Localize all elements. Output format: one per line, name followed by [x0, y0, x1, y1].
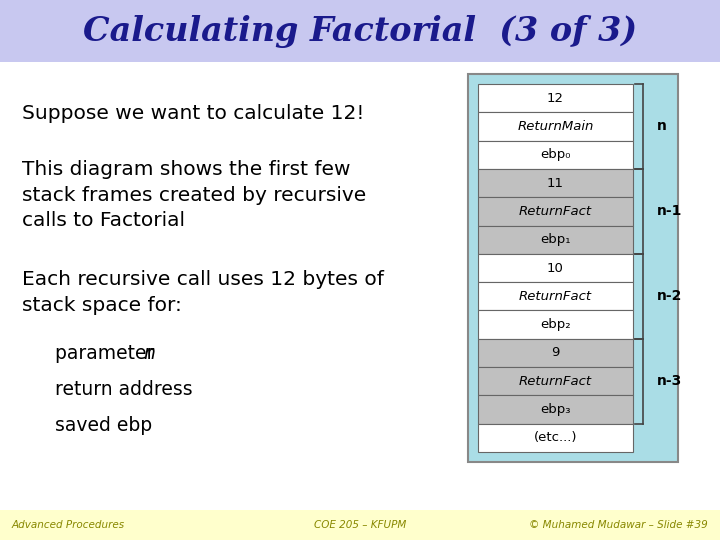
Bar: [478, 254, 633, 282]
Text: n: n: [143, 344, 155, 363]
Bar: [478, 367, 633, 395]
Text: ebp₃: ebp₃: [540, 403, 571, 416]
Text: n-1: n-1: [657, 204, 683, 218]
Text: Suppose we want to calculate 12!: Suppose we want to calculate 12!: [22, 104, 364, 123]
Text: COE 205 – KFUPM: COE 205 – KFUPM: [314, 520, 406, 530]
Text: ReturnFact: ReturnFact: [519, 375, 592, 388]
Bar: [478, 395, 633, 424]
Text: 11: 11: [547, 177, 564, 190]
Bar: [478, 84, 633, 112]
Text: n-3: n-3: [657, 374, 683, 388]
Text: Each recursive call uses 12 bytes of
stack space for:: Each recursive call uses 12 bytes of sta…: [22, 270, 384, 315]
Bar: [478, 282, 633, 310]
Bar: [478, 339, 633, 367]
Text: return address: return address: [55, 380, 193, 399]
Bar: [478, 197, 633, 226]
Text: 9: 9: [552, 347, 559, 360]
Text: ReturnFact: ReturnFact: [519, 290, 592, 303]
Bar: [478, 226, 633, 254]
Text: ebp₁: ebp₁: [540, 233, 571, 246]
Bar: [478, 140, 633, 169]
Bar: [478, 310, 633, 339]
Text: ebp₂: ebp₂: [540, 318, 571, 331]
Text: © Muhamed Mudawar – Slide #39: © Muhamed Mudawar – Slide #39: [529, 520, 708, 530]
Text: This diagram shows the first few
stack frames created by recursive
calls to Fact: This diagram shows the first few stack f…: [22, 160, 366, 231]
Text: n: n: [657, 119, 667, 133]
Bar: [0, 0, 720, 62]
Text: 12: 12: [547, 92, 564, 105]
Bar: [468, 74, 678, 462]
Text: saved ebp: saved ebp: [55, 416, 152, 435]
Bar: [478, 424, 633, 452]
Text: ebp₀: ebp₀: [540, 148, 571, 161]
Text: (etc...): (etc...): [534, 431, 577, 444]
Text: Advanced Procedures: Advanced Procedures: [12, 520, 125, 530]
Bar: [478, 112, 633, 140]
Bar: [0, 510, 720, 540]
Text: n-2: n-2: [657, 289, 683, 303]
Text: Calculating Factorial  (3 of 3): Calculating Factorial (3 of 3): [83, 15, 637, 48]
Text: parameter: parameter: [55, 344, 161, 363]
Text: ReturnMain: ReturnMain: [517, 120, 594, 133]
Text: ReturnFact: ReturnFact: [519, 205, 592, 218]
Bar: [478, 169, 633, 197]
Text: 10: 10: [547, 261, 564, 274]
